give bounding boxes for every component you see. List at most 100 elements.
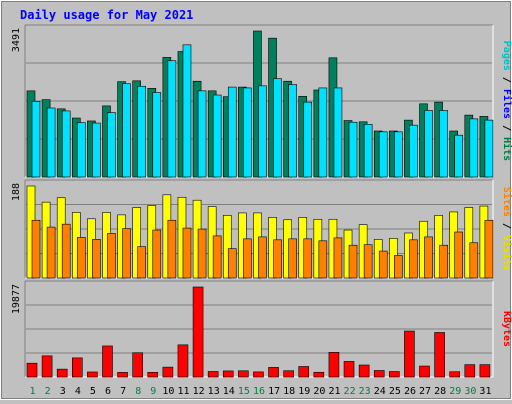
- panel-legend: Pages / Files / Hits: [501, 41, 512, 161]
- bar-files-day-17: [273, 78, 282, 178]
- legend-part: Hits: [501, 137, 512, 161]
- bar-sites-day-2: [46, 226, 56, 279]
- bar-sites-day-26: [409, 239, 418, 279]
- panel-max-label: 3491: [11, 28, 22, 52]
- x-tick-label-5: 5: [90, 386, 96, 397]
- bar-sites-day-1: [31, 219, 41, 279]
- bar-sites-day-18: [288, 238, 297, 279]
- bar-visits-day-14: [222, 215, 232, 279]
- panel-kbytes: 19877 KBytes: [11, 280, 512, 378]
- bar-sites-day-22: [348, 244, 358, 279]
- bar-sites-day-17: [273, 239, 282, 279]
- bar-kbytes-day-12: [192, 286, 204, 378]
- bar-visits-day-8: [132, 207, 141, 279]
- bar-kbytes-day-4: [71, 357, 83, 378]
- panel-legend: Sites / Visits: [501, 187, 512, 271]
- legend-part: /: [501, 217, 512, 235]
- bar-kbytes-day-9: [147, 372, 159, 378]
- bar-kbytes-day-10: [162, 366, 174, 378]
- bar-sites-day-24: [378, 250, 388, 279]
- bar-sites-day-12: [197, 228, 207, 279]
- x-tick-label-6: 6: [105, 386, 111, 397]
- x-tick-label-20: 20: [313, 386, 325, 397]
- legend-part: KBytes: [501, 311, 512, 347]
- bar-files-day-31: [484, 119, 494, 178]
- x-tick-label-25: 25: [389, 386, 401, 397]
- bar-kbytes-day-18: [283, 370, 294, 378]
- x-tick-label-17: 17: [268, 386, 280, 397]
- bar-kbytes-day-6: [102, 345, 113, 378]
- bar-kbytes-day-7: [117, 372, 128, 378]
- x-tick-label-12: 12: [193, 386, 205, 397]
- bar-files-day-2: [46, 107, 56, 178]
- bar-kbytes-day-19: [298, 366, 310, 378]
- bar-files-day-23: [363, 124, 373, 178]
- panel-max-label: 188: [11, 183, 22, 201]
- bar-kbytes-day-17: [268, 367, 279, 378]
- bar-sites-day-16: [258, 236, 267, 279]
- bar-kbytes-day-1: [26, 362, 38, 378]
- x-tick-label-21: 21: [328, 386, 340, 397]
- x-tick-label-13: 13: [208, 386, 220, 397]
- x-tick-label-22: 22: [344, 386, 356, 397]
- bar-files-day-30: [469, 118, 479, 178]
- bar-sites-day-19: [303, 238, 313, 279]
- bar-sites-day-11: [182, 227, 192, 279]
- bar-files-day-6: [107, 112, 116, 178]
- panel-max-label: 19877: [11, 284, 22, 314]
- bar-kbytes-day-30: [464, 364, 476, 378]
- x-tick-label-3: 3: [60, 386, 66, 397]
- legend-part: Visits: [501, 235, 512, 271]
- bar-kbytes-day-16: [253, 371, 264, 378]
- x-tick-label-19: 19: [298, 386, 310, 397]
- bar-files-day-7: [122, 83, 131, 178]
- bar-kbytes-day-14: [222, 370, 234, 378]
- bar-files-day-12: [197, 90, 207, 178]
- bar-files-day-21: [333, 87, 343, 178]
- bar-files-day-29: [454, 134, 464, 178]
- bar-files-day-16: [258, 85, 267, 178]
- bar-sites-day-21: [333, 237, 343, 279]
- bar-files-day-20: [318, 87, 328, 178]
- x-tick-label-14: 14: [223, 386, 235, 397]
- bar-files-day-4: [76, 122, 86, 178]
- bar-files-day-5: [92, 122, 101, 178]
- bar-sites-day-30: [469, 242, 479, 279]
- x-tick-label-23: 23: [359, 386, 371, 397]
- legend-part: Pages: [501, 41, 512, 71]
- bar-kbytes-day-5: [87, 371, 98, 378]
- x-tick-label-28: 28: [434, 386, 446, 397]
- bar-sites-day-15: [243, 238, 252, 279]
- bar-sites-day-23: [363, 244, 373, 279]
- legend-part: Files: [501, 89, 512, 119]
- bar-sites-day-3: [61, 223, 71, 279]
- x-tick-label-2: 2: [45, 386, 51, 397]
- bar-kbytes-day-29: [449, 371, 461, 378]
- bar-files-day-22: [348, 121, 358, 178]
- bar-files-day-8: [137, 85, 146, 178]
- x-tick-label-1: 1: [30, 386, 36, 397]
- bar-sites-day-6: [107, 233, 116, 279]
- x-tick-label-11: 11: [177, 386, 189, 397]
- x-tick-label-10: 10: [162, 386, 174, 397]
- bar-kbytes-day-21: [328, 352, 340, 378]
- bar-kbytes-day-2: [41, 355, 53, 378]
- panel-visits-sites: 188 Sites / Visits: [11, 179, 512, 279]
- bar-kbytes-day-31: [479, 364, 491, 378]
- bar-files-day-9: [152, 92, 162, 178]
- bar-files-day-25: [394, 131, 403, 178]
- bar-files-day-10: [167, 60, 177, 178]
- x-tick-label-4: 4: [75, 386, 81, 397]
- bar-files-day-1: [31, 101, 41, 178]
- bar-sites-day-29: [454, 231, 464, 279]
- bar-files-day-14: [227, 86, 237, 178]
- bar-files-day-18: [288, 84, 297, 178]
- bar-kbytes-day-11: [177, 344, 189, 378]
- bar-sites-day-14: [227, 248, 237, 279]
- x-tick-label-7: 7: [120, 386, 126, 397]
- bar-files-day-24: [378, 131, 388, 178]
- legend-part: /: [501, 71, 512, 89]
